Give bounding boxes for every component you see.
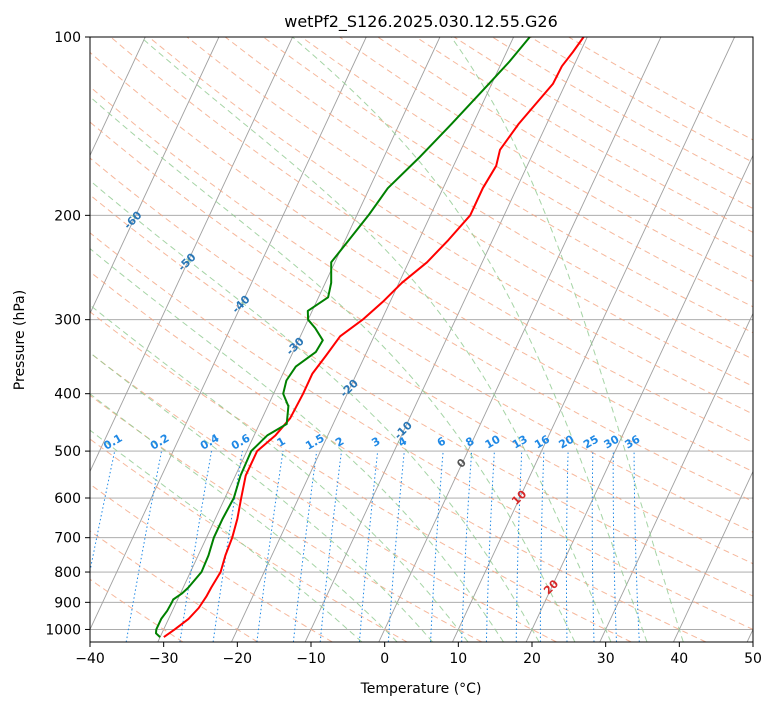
isotherm-label: -70 (67, 166, 90, 189)
chart-title: wetPf2_S126.2025.030.12.55.G26 (284, 12, 558, 32)
x-tick-label: 40 (670, 651, 688, 667)
x-tick-label: 10 (449, 651, 467, 667)
x-tick-label: −30 (149, 651, 179, 667)
isotherm-label: -80 (13, 124, 36, 147)
y-tick-label: 300 (54, 313, 81, 329)
isotherm-label: 40 (633, 696, 653, 708)
x-tick-label: 20 (523, 651, 541, 667)
y-tick-label: 1000 (45, 622, 81, 638)
y-axis-label: Pressure (hPa) (12, 290, 28, 390)
y-tick-label: 700 (54, 531, 81, 547)
isotherm-line (0, 37, 72, 642)
y-tick-label: 800 (54, 565, 81, 581)
y-tick-label: 400 (54, 387, 81, 403)
x-axis-label: Temperature (°C) (360, 681, 482, 697)
x-tick-label: 0 (380, 651, 389, 667)
y-tick-label: 500 (54, 444, 81, 460)
x-tick-label: 30 (597, 651, 615, 667)
y-tick-label: 600 (54, 491, 81, 507)
y-tick-label: 900 (54, 595, 81, 611)
y-tick-label: 100 (54, 30, 81, 46)
x-tick-label: −40 (75, 651, 105, 667)
x-tick-label: 50 (744, 651, 762, 667)
x-tick-label: −20 (223, 651, 253, 667)
x-tick-label: −10 (296, 651, 326, 667)
y-tick-label: 200 (54, 208, 81, 224)
